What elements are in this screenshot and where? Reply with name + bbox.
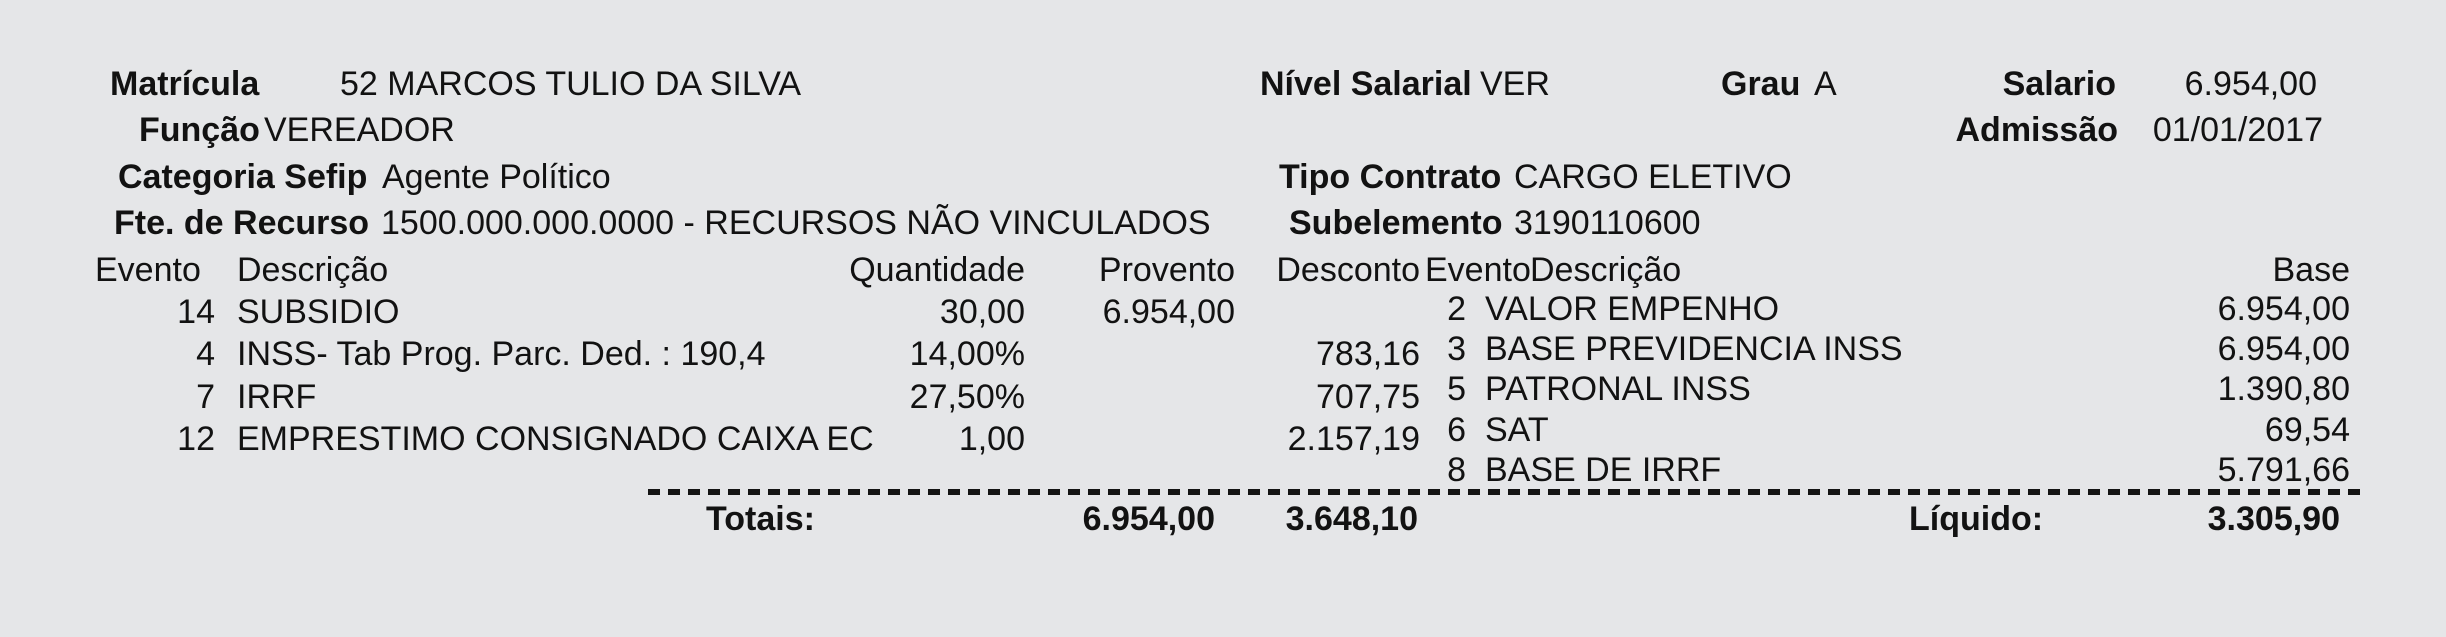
earnings-row-provento: 6.954,00 [1102,293,1235,331]
earnings-row-evento: 12 [177,420,215,458]
base-header-descricao: Descrição [1530,251,1682,289]
base-row-base: 1.390,80 [2217,370,2350,408]
funcao-value: VEREADOR [264,111,455,149]
salario-value: 6.954,00 [2184,65,2317,103]
provento-total-value: 6.954,00 [1082,500,1215,538]
base-row-evento: 5 [1447,370,1466,408]
fte-recurso-value: 1500.000.000.0000 - RECURSOS NÃO VINCULA… [381,204,1211,242]
earnings-header-desconto: Desconto [1276,251,1420,289]
base-row-base: 69,54 [2264,411,2350,449]
subelemento-value: 3190110600 [1514,204,1701,242]
earnings-row-evento: 4 [196,335,215,373]
earnings-row-descricao: EMPRESTIMO CONSIGNADO CAIXA EC [237,420,874,458]
earnings-row-descricao: IRRF [237,378,317,416]
admissao-label: Admissão [1955,111,2119,149]
earnings-row-quantidade: 27,50% [909,378,1025,416]
base-header-evento: Evento [1425,251,1531,289]
base-row-descricao: BASE DE IRRF [1485,451,1722,489]
base-header-base: Base [2272,251,2351,289]
base-row-evento: 8 [1447,451,1466,489]
categoria-sefip-value: Agente Político [382,158,611,196]
grau-value: A [1814,65,1837,103]
totals-separator-line [648,489,2362,495]
base-row-descricao: SAT [1485,411,1549,449]
earnings-row-descricao: SUBSIDIO [237,293,400,331]
categoria-sefip-label: Categoria Sefip [118,158,368,196]
funcao-label: Função [139,111,260,149]
base-row-base: 5.791,66 [2217,451,2350,489]
earnings-header-descricao: Descrição [237,251,389,289]
grau-label: Grau [1721,65,1801,103]
earnings-row-desconto: 707,75 [1316,378,1420,416]
admissao-value: 01/01/2017 [2152,111,2323,149]
base-row-evento: 2 [1447,290,1466,328]
earnings-row-quantidade: 1,00 [958,420,1025,458]
matricula-label: Matrícula [110,65,260,103]
earnings-header-evento: Evento [95,251,201,289]
totais-label: Totais: [706,500,815,538]
fte-recurso-label: Fte. de Recurso [114,204,370,242]
base-row-base: 6.954,00 [2217,330,2350,368]
desconto-total-value: 3.648,10 [1285,500,1418,538]
liquido-label: Líquido: [1909,500,2044,538]
base-row-descricao: PATRONAL INSS [1485,370,1751,408]
nivel-salarial-label: Nível Salarial [1260,65,1472,103]
earnings-row-desconto: 2.157,19 [1287,420,1420,458]
earnings-row-quantidade: 14,00% [909,335,1025,373]
subelemento-label: Subelemento [1289,204,1503,242]
base-row-descricao: VALOR EMPENHO [1485,290,1780,328]
salario-label: Salario [2002,65,2116,103]
earnings-row-evento: 7 [196,378,215,416]
earnings-header-provento: Provento [1098,251,1235,289]
earnings-row-evento: 14 [177,293,215,331]
base-row-evento: 6 [1447,411,1466,449]
matricula-value: 52 MARCOS TULIO DA SILVA [340,65,802,103]
tipo-contrato-label: Tipo Contrato [1279,158,1502,196]
earnings-row-quantidade: 30,00 [939,293,1025,331]
base-row-descricao: BASE PREVIDENCIA INSS [1485,330,1903,368]
nivel-salarial-value: VER [1480,65,1550,103]
base-row-evento: 3 [1447,330,1466,368]
liquido-value: 3.305,90 [2207,500,2340,538]
earnings-header-quantidade: Quantidade [849,251,1025,289]
earnings-row-descricao: INSS- Tab Prog. Parc. Ded. : 190,4 [237,335,766,373]
earnings-row-desconto: 783,16 [1316,335,1420,373]
base-row-base: 6.954,00 [2217,290,2350,328]
tipo-contrato-value: CARGO ELETIVO [1514,158,1792,196]
